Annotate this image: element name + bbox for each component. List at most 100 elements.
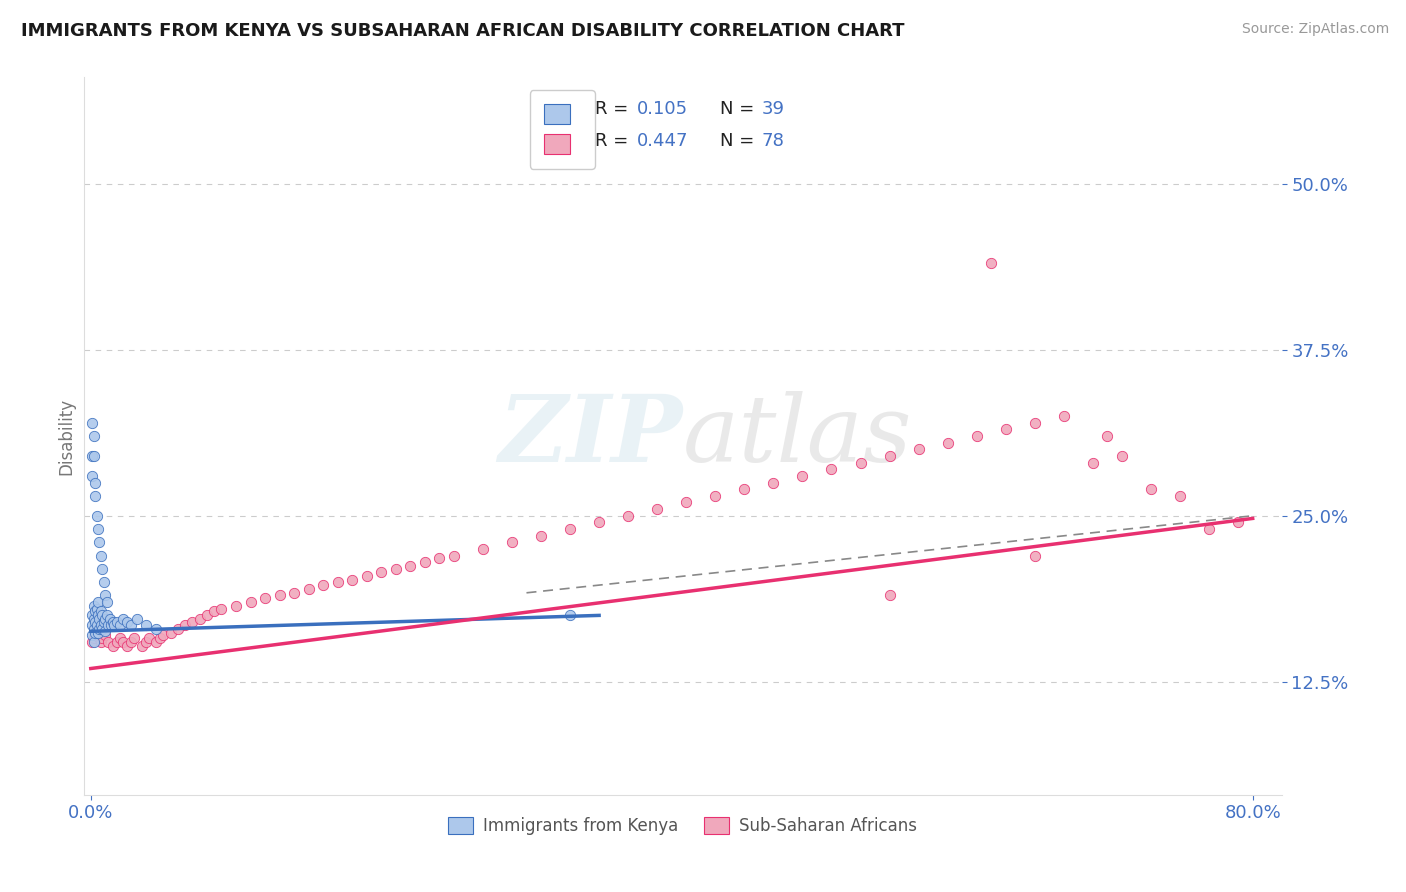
Point [558, 522, 581, 536]
Point [89, 612, 111, 626]
Point [588, 516, 610, 530]
Text: 39: 39 [762, 100, 785, 118]
Point [89, 535, 111, 549]
Point [1024, 549, 1046, 563]
Point [966, 429, 988, 443]
Point [105, 615, 128, 629]
Point [82, 449, 104, 463]
Point [733, 482, 755, 496]
Point [98, 612, 121, 626]
Point [91, 608, 114, 623]
Point [427, 551, 450, 566]
Legend: Immigrants from Kenya, Sub-Saharan Africans: Immigrants from Kenya, Sub-Saharan Afric… [440, 809, 925, 844]
Point [96, 595, 118, 609]
Text: N =: N = [720, 100, 759, 118]
Point [762, 475, 785, 490]
Point [87, 625, 110, 640]
Point [980, 256, 1002, 270]
Point [127, 612, 149, 626]
Point [115, 639, 138, 653]
Point [90, 635, 112, 649]
Point [211, 601, 233, 615]
Point [174, 617, 197, 632]
Point [93, 575, 115, 590]
Point [225, 599, 247, 613]
Point [111, 612, 134, 626]
Point [188, 612, 211, 626]
Point [384, 562, 406, 576]
Point [312, 578, 335, 592]
Text: IMMIGRANTS FROM KENYA VS SUBSAHARAN AFRICAN DISABILITY CORRELATION CHART: IMMIGRANTS FROM KENYA VS SUBSAHARAN AFRI… [21, 22, 904, 40]
Point [108, 631, 131, 645]
Point [94, 612, 117, 626]
Point [105, 635, 128, 649]
Point [149, 631, 172, 645]
Point [101, 615, 124, 629]
Point [83, 449, 105, 463]
Point [90, 604, 112, 618]
Point [84, 489, 107, 503]
Point [82, 469, 104, 483]
Text: 0.105: 0.105 [637, 100, 688, 118]
Point [87, 595, 110, 609]
Point [94, 628, 117, 642]
Point [994, 422, 1017, 436]
Point [87, 522, 110, 536]
Point [399, 559, 422, 574]
Point [326, 575, 349, 590]
Text: N =: N = [720, 131, 759, 150]
Point [124, 631, 146, 645]
Point [82, 617, 104, 632]
Point [159, 625, 181, 640]
Point [145, 635, 167, 649]
Point [202, 604, 225, 618]
Point [1024, 416, 1046, 430]
Point [298, 582, 321, 596]
Point [90, 617, 112, 632]
Point [97, 617, 120, 632]
Point [84, 604, 107, 618]
Point [370, 565, 392, 579]
Point [115, 615, 138, 629]
Point [239, 595, 262, 609]
Text: R =: R = [595, 131, 634, 150]
Point [120, 635, 142, 649]
Text: R =: R = [595, 100, 634, 118]
Point [94, 589, 117, 603]
Point [1227, 516, 1250, 530]
Point [93, 615, 115, 629]
Point [111, 635, 134, 649]
Point [269, 589, 291, 603]
Point [145, 622, 167, 636]
Point [89, 622, 111, 636]
Point [91, 631, 114, 645]
Point [675, 495, 697, 509]
Text: atlas: atlas [683, 391, 912, 481]
Point [84, 615, 107, 629]
Point [283, 586, 305, 600]
Point [1140, 482, 1163, 496]
Point [135, 617, 157, 632]
Point [83, 622, 105, 636]
Point [82, 628, 104, 642]
Point [82, 416, 104, 430]
Point [94, 624, 117, 639]
Point [103, 617, 125, 632]
Point [84, 628, 107, 642]
Point [87, 628, 110, 642]
Point [86, 508, 108, 523]
Point [558, 608, 581, 623]
Point [254, 591, 277, 606]
Point [84, 625, 107, 640]
Text: 0.447: 0.447 [637, 131, 689, 150]
Point [340, 573, 363, 587]
Text: Source: ZipAtlas.com: Source: ZipAtlas.com [1241, 22, 1389, 37]
Point [86, 601, 108, 615]
Point [645, 502, 668, 516]
Point [83, 429, 105, 443]
Point [152, 628, 174, 642]
Point [195, 608, 218, 623]
Point [1168, 489, 1191, 503]
Point [167, 622, 190, 636]
Point [413, 555, 436, 569]
